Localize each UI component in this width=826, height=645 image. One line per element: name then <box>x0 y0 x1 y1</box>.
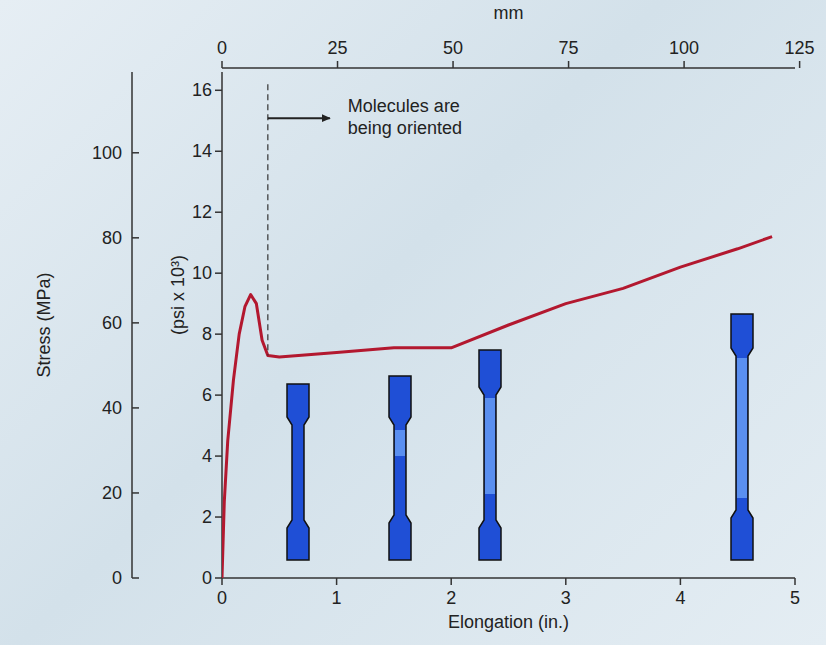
x-axis-title: Elongation (in.) <box>448 612 569 632</box>
x-tick <box>794 578 796 585</box>
specimen-neck <box>737 358 747 498</box>
x-tick-label: 1 <box>332 588 342 608</box>
y2-tick <box>132 577 139 579</box>
y2-tick-label: 100 <box>92 143 122 163</box>
y2-tick-label: 80 <box>102 228 122 248</box>
specimen-icon <box>479 350 501 560</box>
x2-tick <box>337 61 339 68</box>
y-tick <box>215 455 222 457</box>
x-tick-label: 0 <box>217 588 227 608</box>
chart-root: 0246810121416012345Elongation (in.)02550… <box>0 0 826 645</box>
y-tick <box>215 577 222 579</box>
x-tick-label: 4 <box>675 588 685 608</box>
y-tick-label: 2 <box>202 507 212 527</box>
x2-tick <box>452 61 454 68</box>
y-tick-label: 10 <box>192 263 212 283</box>
x-tick-label: 5 <box>790 588 800 608</box>
y-tick <box>215 394 222 396</box>
y-tick <box>215 516 222 518</box>
x-tick <box>680 578 682 585</box>
x2-axis-line <box>222 67 795 69</box>
specimen-icon <box>731 314 753 560</box>
x-tick-label: 3 <box>561 588 571 608</box>
plot-area <box>222 237 772 578</box>
x2-tick-label: 125 <box>785 38 815 58</box>
x-tick <box>450 578 452 585</box>
x-tick <box>565 578 567 585</box>
x-tick-label: 2 <box>446 588 456 608</box>
y-tick <box>215 272 222 274</box>
x2-axis-title: mm <box>494 3 524 23</box>
annotation-arrow <box>268 117 330 119</box>
y-tick <box>215 211 222 213</box>
x2-tick <box>221 61 223 68</box>
y2-axis-line <box>131 72 133 578</box>
x2-tick <box>568 61 570 68</box>
y-axis-title: (psi x 10³) <box>168 255 188 335</box>
annotation-text: Molecules arebeing oriented <box>348 96 462 138</box>
y-tick-label: 4 <box>202 446 212 466</box>
x2-tick-label: 75 <box>559 38 579 58</box>
y2-tick-label: 0 <box>112 568 122 588</box>
y2-tick <box>132 322 139 324</box>
x2-tick-label: 50 <box>443 38 463 58</box>
x2-tick-label: 25 <box>328 38 348 58</box>
y-tick <box>215 333 222 335</box>
y2-tick-label: 60 <box>102 313 122 333</box>
specimen-neck <box>485 398 495 494</box>
y2-tick <box>132 152 139 154</box>
y-tick-label: 8 <box>202 324 212 344</box>
x2-tick <box>799 61 801 68</box>
y-tick-label: 14 <box>192 141 212 161</box>
x2-tick <box>683 61 685 68</box>
x2-tick-label: 0 <box>217 38 227 58</box>
y2-tick <box>132 237 139 239</box>
stress-curve <box>222 237 772 578</box>
y-tick <box>215 90 222 92</box>
y-tick-label: 12 <box>192 202 212 222</box>
chart-svg: 0246810121416012345Elongation (in.)02550… <box>0 0 826 645</box>
x-tick <box>336 578 338 585</box>
y-tick-label: 16 <box>192 80 212 100</box>
specimen-icon <box>287 384 309 560</box>
y2-tick-label: 40 <box>102 398 122 418</box>
annotation-line <box>267 84 268 355</box>
y2-axis-title: Stress (MPa) <box>34 272 54 377</box>
y2-tick <box>132 492 139 494</box>
y2-tick-label: 20 <box>102 483 122 503</box>
x-axis-line <box>222 577 795 579</box>
x-tick <box>221 578 223 585</box>
x2-tick-label: 100 <box>669 38 699 58</box>
y2-tick <box>132 407 139 409</box>
y-axis-line <box>221 72 223 578</box>
specimen-icon <box>389 376 411 560</box>
y-tick-label: 6 <box>202 385 212 405</box>
y-tick <box>215 151 222 153</box>
specimen-neck <box>395 430 405 456</box>
y-tick-label: 0 <box>202 568 212 588</box>
